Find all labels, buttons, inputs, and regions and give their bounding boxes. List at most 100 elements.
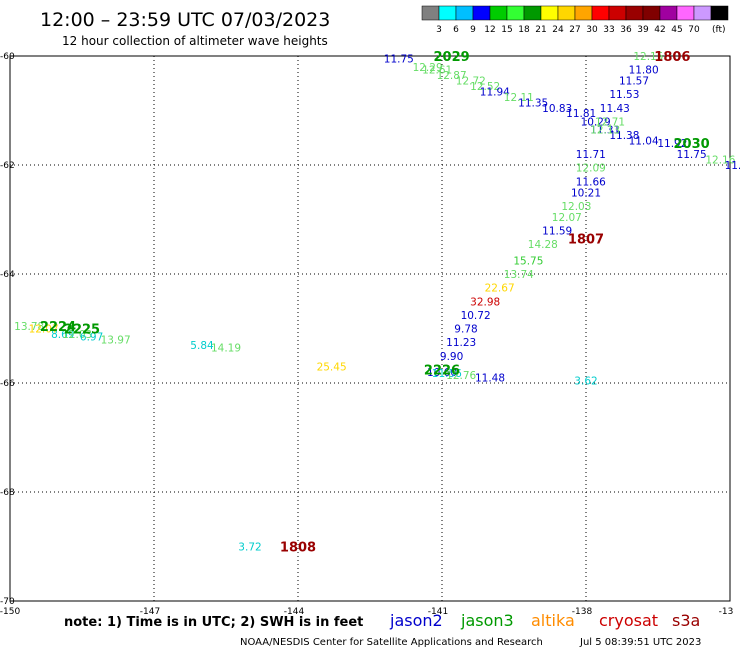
wave-height-label: 11.04 bbox=[629, 135, 659, 147]
wave-height-label: 5.84 bbox=[190, 340, 214, 352]
wave-height-label: 12.03 bbox=[62, 329, 92, 341]
wave-height-label: 12.07 bbox=[552, 212, 582, 224]
footer-timestamp: Jul 5 08:39:51 UTC 2023 bbox=[579, 637, 701, 648]
wave-height-label: 14.19 bbox=[211, 343, 241, 355]
pass-time-label: 2224 bbox=[40, 320, 76, 335]
wave-height-label: 32.98 bbox=[470, 296, 500, 308]
colorbar-swatch bbox=[574, 5, 593, 21]
wave-height-label: 12.76 bbox=[446, 370, 476, 382]
wave-height-label: 12.52 bbox=[470, 81, 500, 93]
wave-height-label: 13.74 bbox=[504, 269, 534, 281]
legend-cryosat: cryosat bbox=[599, 611, 658, 630]
wave-height-label: 11.56 bbox=[432, 368, 462, 380]
x-tick-label: -141 bbox=[428, 607, 448, 617]
pass-time-label: 1806 bbox=[654, 50, 690, 65]
colorbar-swatch bbox=[506, 5, 525, 21]
colorbar-tick-label: 70 bbox=[688, 25, 700, 35]
wave-height-label: 10.83 bbox=[542, 103, 572, 115]
data-points: 11.7512.2912.6112.8712.7212.5211.9412.11… bbox=[14, 51, 740, 554]
x-tick-label: -150 bbox=[0, 607, 20, 617]
y-tick-label: -66 bbox=[0, 379, 15, 389]
wave-height-label: 13.97 bbox=[101, 334, 131, 346]
footer-note: note: 1) Time is in UTC; 2) SWH is in fe… bbox=[64, 615, 363, 630]
tick-labels: -150 -147 -144 -141 -138 -13 -60 -62 -64 -66 -68 -7… bbox=[0, 52, 733, 617]
colorbar-swatch bbox=[676, 5, 695, 21]
wave-height-label: 12.09 bbox=[576, 163, 606, 175]
colorbar: 3 6 9 12 15 18 21 24 27 30 33 36 39 42 45 70 (ft) bbox=[421, 5, 729, 35]
wave-height-label: 11.43 bbox=[600, 103, 630, 115]
wave-height-label: 12.11 bbox=[504, 92, 534, 104]
wave-height-label: 11.66 bbox=[576, 176, 606, 188]
colorbar-tick-label: 21 bbox=[535, 25, 546, 35]
pass-time-label: 1807 bbox=[568, 233, 604, 248]
colorbar-swatch bbox=[710, 5, 729, 21]
colorbar-swatch bbox=[642, 5, 661, 21]
pass-time-label: 2029 bbox=[434, 50, 470, 65]
colorbar-tick-label: 3 bbox=[436, 25, 442, 35]
wave-height-label: 15.75 bbox=[513, 255, 543, 267]
legend-s3a: s3a bbox=[672, 611, 700, 630]
plot-frame bbox=[9, 55, 731, 602]
colorbar-tick-label: 6 bbox=[453, 25, 459, 35]
wave-height-label: 6.97 bbox=[80, 332, 103, 344]
y-tick-label: -62 bbox=[0, 161, 15, 171]
colorbar-swatch bbox=[557, 5, 576, 21]
wave-height-label: 10.72 bbox=[461, 310, 491, 322]
colorbar-tick-label: 33 bbox=[603, 25, 614, 35]
wave-height-label: 3.72 bbox=[238, 542, 261, 554]
colorbar-swatch bbox=[540, 5, 559, 21]
wave-height-label: 11.35 bbox=[518, 97, 548, 109]
y-tick-label: -60 bbox=[0, 52, 15, 62]
colorbar-tick-label: 39 bbox=[637, 25, 649, 35]
colorbar-swatch bbox=[421, 5, 440, 21]
wave-height-label: 11.59 bbox=[542, 225, 572, 237]
colorbar-swatch bbox=[693, 5, 712, 21]
wave-height-label: 12.15 bbox=[633, 51, 663, 63]
pass-time-label: 2030 bbox=[674, 137, 710, 152]
colorbar-swatch bbox=[659, 5, 678, 21]
x-tick-label: -144 bbox=[284, 607, 305, 617]
wave-height-label: 11.87 bbox=[725, 160, 740, 172]
wave-height-label: 11.75 bbox=[384, 54, 414, 66]
colorbar-swatch bbox=[472, 5, 491, 21]
footer-credit: NOAA/NESDIS Center for Satellite Applica… bbox=[240, 637, 543, 648]
wave-height-label: 11.94 bbox=[480, 86, 510, 98]
x-tick-label: -13 bbox=[719, 607, 734, 617]
wave-height-label: 11.75 bbox=[677, 149, 707, 161]
wave-height-label: 11.92 bbox=[657, 138, 687, 150]
wave-height-label: 12.13 bbox=[590, 125, 620, 137]
colorbar-tick-label: 42 bbox=[654, 25, 665, 35]
wave-height-label: 12.07 bbox=[29, 324, 59, 336]
wave-height-label: 3.62 bbox=[574, 375, 597, 387]
colorbar-swatch bbox=[523, 5, 542, 21]
wave-height-label: 11.38 bbox=[609, 130, 639, 142]
legend-jason2: jason2 bbox=[389, 611, 443, 630]
colorbar-unit: (ft) bbox=[712, 25, 726, 35]
x-tick-label: -147 bbox=[140, 607, 160, 617]
grid bbox=[10, 56, 730, 601]
legend-jason3: jason3 bbox=[460, 611, 514, 630]
wave-height-label: 13.78 bbox=[14, 321, 44, 333]
y-tick-label: -64 bbox=[0, 270, 15, 280]
wave-height-label: 10.60 bbox=[427, 367, 457, 379]
colorbar-swatch bbox=[625, 5, 644, 21]
chart-title: 12:00 – 23:59 UTC 07/03/2023 bbox=[40, 9, 330, 31]
x-tick-label: -138 bbox=[572, 607, 593, 617]
colorbar-tick-label: 24 bbox=[552, 25, 564, 35]
wave-height-label: 11.31 bbox=[590, 125, 620, 137]
colorbar-tick-label: 18 bbox=[518, 25, 530, 35]
wave-height-label: 11.81 bbox=[566, 108, 596, 120]
wave-height-label: 12.03 bbox=[561, 201, 591, 213]
wave-height-label: 11.53 bbox=[609, 89, 639, 101]
wave-height-label: 9.90 bbox=[440, 351, 463, 363]
colorbar-swatch bbox=[455, 5, 474, 21]
wave-height-label: 10.29 bbox=[581, 116, 611, 128]
wave-height-label: 12.61 bbox=[422, 65, 452, 77]
wave-height-label: 12.71 bbox=[595, 116, 625, 128]
colorbar-swatch bbox=[489, 5, 508, 21]
wave-height-label: 11.57 bbox=[619, 76, 649, 88]
legend-altika: altika bbox=[531, 611, 575, 630]
colorbar-tick-label: 30 bbox=[586, 25, 598, 35]
